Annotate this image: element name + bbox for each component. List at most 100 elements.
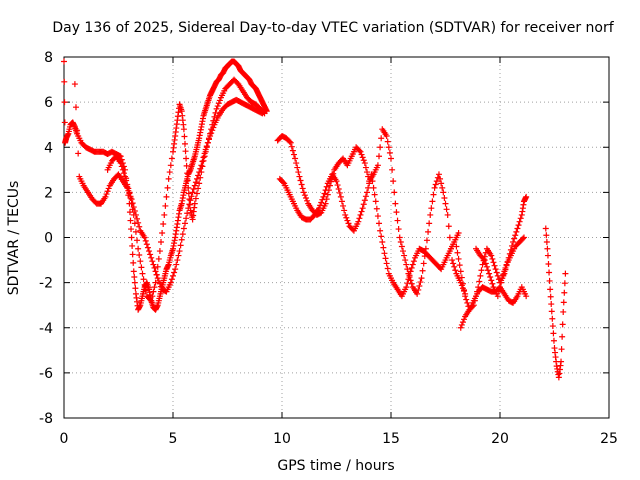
data-point [123, 177, 130, 184]
data-point [391, 189, 398, 196]
data-point [560, 308, 567, 315]
data-point [286, 138, 293, 145]
data-point [149, 258, 156, 265]
data-point [366, 180, 373, 187]
data-point [319, 196, 326, 203]
data-point [491, 262, 498, 269]
data-point [137, 258, 144, 265]
data-point [292, 155, 299, 162]
data-point [181, 220, 188, 227]
data-point [215, 100, 222, 107]
data-point [396, 234, 403, 241]
data-point [490, 259, 497, 266]
data-point [341, 207, 348, 214]
data-point [198, 169, 205, 176]
data-point [450, 260, 457, 267]
data-point [119, 166, 126, 173]
data-point [517, 215, 524, 222]
data-point [183, 155, 190, 162]
grid [64, 57, 609, 418]
data-point [405, 276, 412, 283]
data-point [402, 257, 409, 264]
data-point [196, 180, 203, 187]
data-point [191, 200, 198, 207]
data-point [493, 269, 500, 276]
x-tick-label: 0 [60, 431, 69, 447]
data-point [403, 261, 410, 268]
data-point [378, 233, 385, 240]
data-point [515, 222, 522, 229]
data-point [365, 184, 372, 191]
data-point [153, 271, 160, 278]
data-point [280, 179, 287, 186]
data-point [361, 160, 368, 167]
data-point [118, 163, 125, 170]
data-point [211, 113, 218, 120]
data-point [407, 268, 414, 275]
data-point [290, 151, 297, 158]
data-point [356, 215, 363, 222]
data-point [364, 169, 371, 176]
data-point [435, 171, 442, 178]
y-tick-label: 0 [44, 231, 53, 247]
data-point [154, 263, 161, 270]
data-point [408, 264, 415, 271]
data-point [321, 190, 328, 197]
data-point [423, 237, 430, 244]
data-point [192, 195, 199, 202]
data-point [449, 257, 456, 264]
data-point [417, 279, 424, 286]
data-point [427, 211, 434, 218]
data-point [377, 227, 384, 234]
data-point [75, 150, 82, 157]
data-point [384, 265, 391, 272]
data-point [127, 217, 134, 224]
data-point [130, 211, 137, 218]
data-point [338, 198, 345, 205]
data-point [477, 272, 484, 279]
data-point [134, 237, 141, 244]
data-point [442, 200, 449, 207]
data-point [147, 296, 154, 303]
data-point [512, 232, 519, 239]
data-point [155, 277, 162, 284]
data-point [370, 184, 377, 191]
data-point [209, 127, 216, 134]
data-point [376, 153, 383, 160]
data-point [182, 148, 189, 155]
data-point [344, 217, 351, 224]
data-point [386, 149, 393, 156]
data-point [129, 242, 136, 249]
x-tick-label: 5 [169, 431, 178, 447]
data-point [356, 147, 363, 154]
data-point [320, 193, 327, 200]
data-point [197, 174, 204, 181]
data-point [130, 259, 137, 266]
data-point [180, 225, 187, 232]
data-point [502, 264, 509, 271]
data-point [548, 308, 555, 315]
y-axis-label: SDTVAR / TECUs [6, 181, 22, 296]
data-point [334, 182, 341, 189]
data-point [440, 189, 447, 196]
data-point [200, 157, 207, 164]
y-tick-label: 6 [44, 95, 53, 111]
data-point [61, 58, 67, 65]
data-point [171, 269, 178, 276]
data-point [453, 243, 460, 250]
data-point [373, 205, 380, 212]
data-point [383, 260, 390, 267]
data-point [494, 293, 501, 300]
data-point [384, 138, 391, 145]
data-point [142, 237, 149, 244]
data-point [322, 200, 329, 207]
data-point [203, 144, 210, 151]
data-point [478, 267, 485, 274]
data-point [443, 206, 450, 213]
data-point [126, 189, 133, 196]
data-point [359, 154, 366, 161]
data-point [161, 211, 168, 218]
data-point [500, 271, 507, 278]
data-point [184, 177, 191, 184]
data-point [343, 214, 350, 221]
